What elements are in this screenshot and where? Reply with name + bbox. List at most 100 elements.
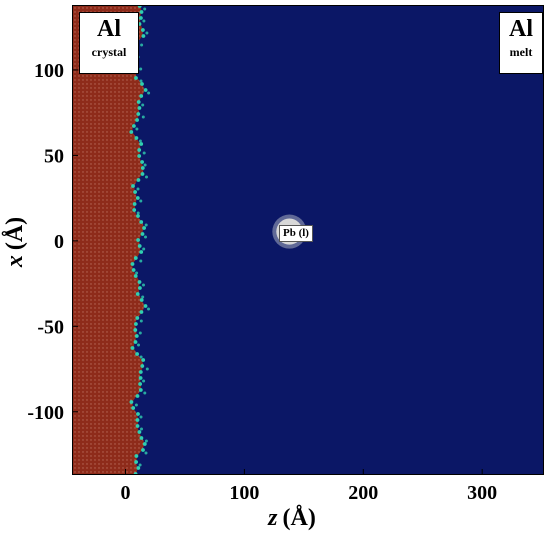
interface-atom [139, 10, 144, 14]
interface-atom [143, 88, 148, 92]
interface-atom [140, 43, 144, 47]
interface-atom [142, 283, 145, 287]
interface-atom [135, 418, 140, 422]
interface-atom [134, 460, 138, 464]
y-tick-label: -50 [37, 316, 64, 338]
interface-atom [130, 346, 135, 350]
interface-atom [139, 310, 144, 314]
melt-element-label: Al [509, 16, 533, 42]
interface-atom [137, 154, 142, 158]
interface-atom [139, 67, 143, 71]
interface-atom [140, 166, 145, 170]
interface-atom [142, 442, 147, 446]
crystal-phase-label: crystal [91, 45, 127, 59]
interface-atom [136, 112, 141, 116]
interface-atom [142, 226, 146, 230]
interface-atom [140, 82, 144, 86]
y-tick-label: 50 [44, 145, 64, 167]
interface-atom [134, 76, 138, 80]
interface-atom [136, 211, 140, 215]
melt-region-label: Al melt [499, 12, 543, 74]
interface-atom [139, 415, 143, 419]
interface-atom [131, 184, 135, 188]
interface-atom [139, 79, 143, 83]
y-axis-title: x(Å) [2, 217, 28, 268]
interface-atom [141, 295, 145, 299]
interface-atom [133, 274, 138, 278]
interface-atom [140, 232, 145, 236]
interface-atom [139, 298, 144, 302]
interface-atom [135, 352, 139, 356]
interface-atom [144, 235, 147, 239]
interface-atom [141, 28, 145, 32]
interface-atom [135, 394, 140, 398]
interface-atom [132, 208, 137, 212]
interface-atom [134, 454, 139, 458]
interface-atom [134, 334, 139, 338]
interface-atom [137, 280, 142, 284]
x-tick-label: 100 [229, 482, 259, 504]
crystal-lattice [73, 6, 145, 474]
interface-atom [132, 202, 137, 206]
crystal-element-label: Al [97, 16, 121, 42]
interface-atom [140, 160, 144, 164]
interface-atom [136, 187, 140, 191]
interface-atom [137, 343, 140, 347]
interface-atom [142, 379, 146, 383]
atom-snapshot-canvas [73, 6, 543, 474]
interface-atom [140, 172, 145, 176]
interface-atom [135, 196, 140, 200]
interface-atom [136, 412, 140, 416]
interface-atom [145, 175, 148, 179]
droplet-label: Pb (l) [279, 225, 313, 242]
interface-atom [140, 427, 143, 431]
interface-atom [135, 271, 139, 275]
interface-atom [135, 316, 140, 320]
interface-atom [137, 148, 142, 152]
interface-atom [143, 304, 148, 308]
interface-atom [142, 19, 146, 23]
interface-atom [139, 319, 143, 323]
interface-atom [139, 436, 144, 440]
interface-atom [147, 307, 150, 311]
x-tick-label: 300 [467, 482, 497, 504]
interface-atom [141, 115, 145, 119]
interface-atom [144, 223, 148, 227]
y-tick-label: -100 [27, 402, 64, 424]
interface-atom [135, 424, 140, 428]
interface-atom [138, 331, 142, 335]
simulation-plot-area: Al crystal Al melt Pb (l) [72, 5, 544, 475]
interface-atom [132, 124, 136, 128]
interface-atom [138, 388, 143, 392]
interface-atom [133, 190, 137, 194]
interface-atom [141, 34, 146, 38]
interface-atom [144, 439, 148, 443]
interface-atom [141, 103, 145, 107]
interface-atom [142, 247, 146, 251]
x-tick-label: 0 [121, 482, 131, 504]
y-tick-label: 100 [34, 60, 64, 82]
interface-atom [131, 268, 136, 272]
interface-atom [139, 355, 143, 359]
interface-atom [139, 94, 144, 98]
interface-atom [136, 466, 141, 470]
interface-atom [138, 139, 142, 143]
interface-atom [139, 142, 144, 146]
crystal-region-label: Al crystal [79, 12, 139, 74]
x-tick-label: 200 [348, 482, 378, 504]
interface-atom [129, 130, 134, 134]
interface-atom [139, 199, 143, 203]
interface-atom [143, 7, 147, 11]
interface-atom [138, 376, 143, 380]
interface-atom [134, 322, 138, 326]
interface-atom [139, 16, 143, 20]
interface-atom [137, 244, 142, 248]
interface-atom [143, 391, 147, 395]
interface-atom [130, 262, 135, 266]
x-axis-title: z (Å) [267, 505, 316, 531]
y-tick-label: 0 [54, 231, 64, 253]
interface-atom [137, 106, 142, 110]
interface-atom [136, 100, 141, 104]
interface-atom [129, 400, 134, 404]
melt-phase-label: melt [509, 45, 533, 59]
